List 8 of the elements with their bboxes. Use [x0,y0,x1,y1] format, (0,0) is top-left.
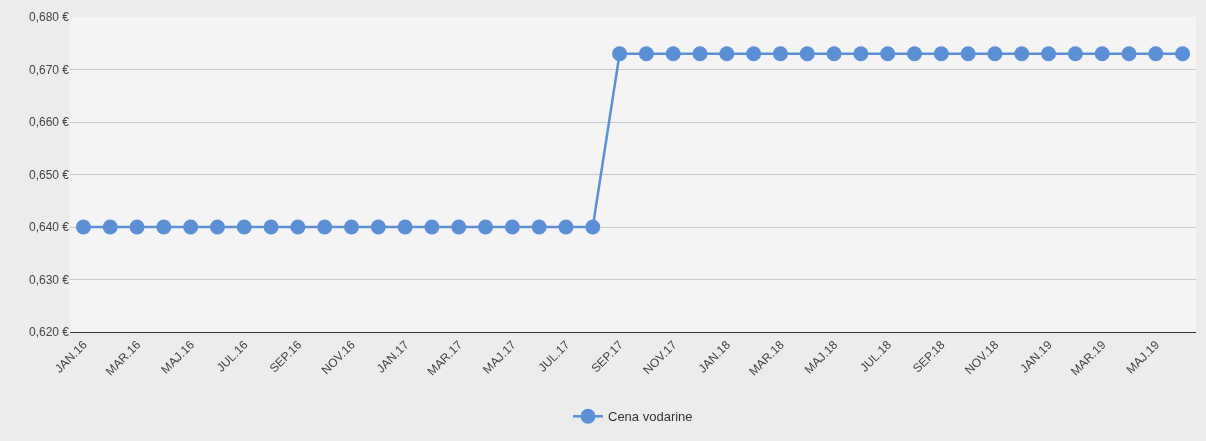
y-tick-label: 0,620 € [28,325,70,340]
y-tick-label: 0,660 € [28,115,70,130]
y-tick-label: 0,640 € [28,220,70,235]
y-tick-label: 0,650 € [28,167,70,182]
y-tick-label: 0,680 € [28,10,70,25]
y-tick-label: 0,630 € [28,272,70,287]
y-tick-label: 0,670 € [28,62,70,77]
legend-label: Cena vodarine [608,409,693,425]
